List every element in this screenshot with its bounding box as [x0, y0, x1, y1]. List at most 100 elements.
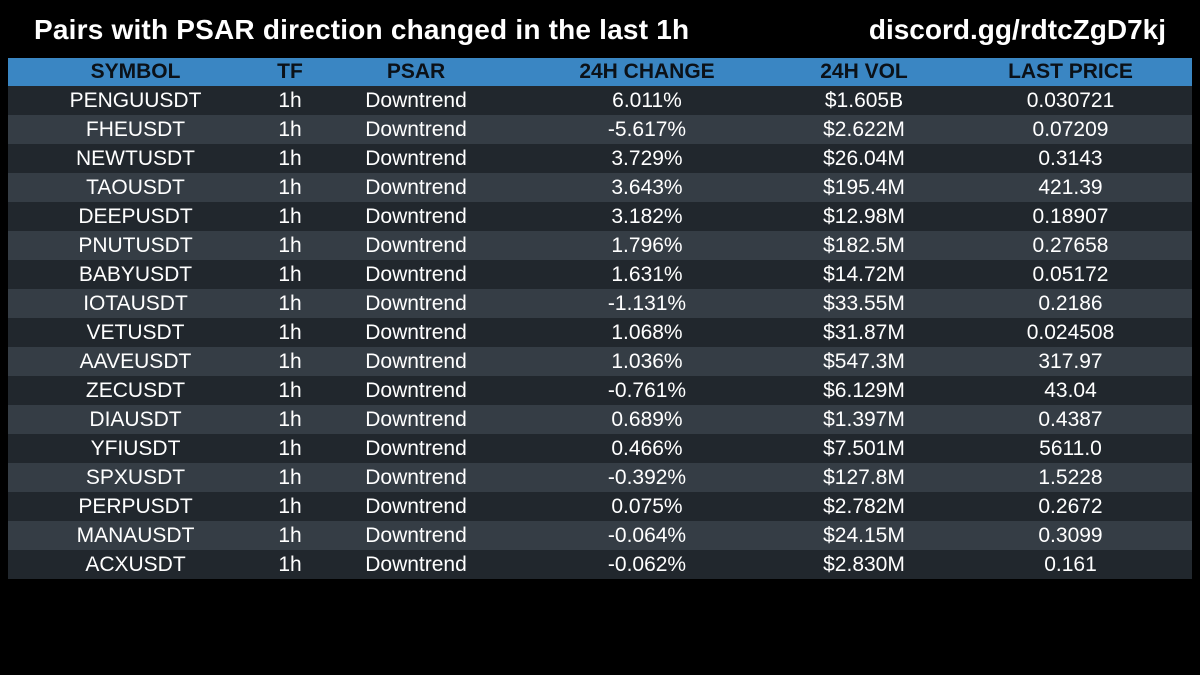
column-header-psar[interactable]: PSAR [386, 60, 446, 83]
change-cell: 0.689% [611, 407, 683, 431]
psar-cell: Downtrend [365, 233, 467, 257]
volume-cell: $33.55M [823, 291, 905, 315]
volume-cell: $14.72M [823, 262, 905, 286]
symbol-cell: DIAUSDT [89, 407, 182, 431]
tf-cell: 1h [278, 88, 302, 112]
psar-cell: Downtrend [365, 262, 467, 286]
psar-cell: Downtrend [365, 349, 467, 373]
change-cell: -0.064% [607, 523, 687, 547]
symbol-cell: DEEPUSDT [78, 204, 193, 228]
table-row[interactable]: ZECUSDT 1h Downtrend -0.761% $6.129M 43.04 [8, 376, 1192, 405]
psar-cell: Downtrend [365, 552, 467, 576]
price-cell: 0.3143 [1038, 146, 1103, 170]
psar-cell: Downtrend [365, 88, 467, 112]
tf-cell: 1h [278, 349, 302, 373]
tf-cell: 1h [278, 320, 302, 344]
table-row[interactable]: NEWTUSDT 1h Downtrend 3.729% $26.04M 0.3143 [8, 144, 1192, 173]
change-cell: -1.131% [607, 291, 687, 315]
tf-cell: 1h [278, 523, 302, 547]
tf-cell: 1h [278, 378, 302, 402]
change-cell: 1.036% [611, 349, 683, 373]
volume-cell: $547.3M [823, 349, 905, 373]
table-row[interactable]: PERPUSDT 1h Downtrend 0.075% $2.782M 0.2672 [8, 492, 1192, 521]
discord-invite-link[interactable]: discord.gg/rdtcZgD7kj [868, 14, 1166, 45]
table-header-row: SYMBOL TF PSAR 24H CHANGE 24H VOL LAST P… [8, 58, 1192, 86]
change-cell: 3.729% [611, 146, 683, 170]
price-cell: 5611.0 [1039, 436, 1102, 460]
change-cell: -0.761% [607, 378, 687, 402]
table-row[interactable]: PENGUUSDT 1h Downtrend 6.011% $1.605B 0.03072… [8, 86, 1192, 115]
volume-cell: $2.830M [823, 552, 905, 576]
psar-table: SYMBOL TF PSAR 24H CHANGE 24H VOL LAST P… [8, 58, 1192, 579]
column-header-last-price[interactable]: LAST PRICE [1008, 60, 1133, 83]
change-cell: 1.631% [611, 262, 683, 286]
psar-cell: Downtrend [365, 291, 467, 315]
psar-cell: Downtrend [365, 407, 467, 431]
column-header-24h-vol[interactable]: 24H VOL [820, 60, 908, 83]
symbol-cell: NEWTUSDT [76, 146, 195, 170]
tf-cell: 1h [278, 552, 302, 576]
table-row[interactable]: TAOUSDT 1h Downtrend 3.643% $195.4M 421.39 [8, 173, 1192, 202]
price-cell: 0.2672 [1038, 494, 1103, 518]
change-cell: -5.617% [607, 117, 687, 141]
psar-cell: Downtrend [365, 204, 467, 228]
volume-cell: $24.15M [823, 523, 905, 547]
price-cell: 0.3099 [1038, 523, 1103, 547]
volume-cell: $182.5M [823, 233, 905, 257]
table-body: PENGUUSDT 1h Downtrend 6.011% $1.605B 0.03072… [8, 86, 1192, 579]
symbol-cell: BABYUSDT [78, 262, 193, 286]
change-cell: 1.068% [611, 320, 683, 344]
tf-cell: 1h [278, 407, 302, 431]
change-cell: 0.075% [611, 494, 683, 518]
volume-cell: $2.622M [823, 117, 905, 141]
table-row[interactable]: VETUSDT 1h Downtrend 1.068% $31.87M 0.024508 [8, 318, 1192, 347]
price-cell: 0.030721 [1026, 88, 1115, 112]
change-cell: 3.643% [611, 175, 683, 199]
table-row[interactable]: MANAUSDT 1h Downtrend -0.064% $24.15M 0.3099 [8, 521, 1192, 550]
symbol-cell: FHEUSDT [85, 117, 186, 141]
volume-cell: $12.98M [823, 204, 905, 228]
table-row[interactable]: IOTAUSDT 1h Downtrend -1.131% $33.55M 0.2186 [8, 289, 1192, 318]
price-cell: 421.39 [1038, 175, 1103, 199]
price-cell: 0.07209 [1032, 117, 1109, 141]
volume-cell: $127.8M [823, 465, 905, 489]
tf-cell: 1h [278, 262, 302, 286]
table-row[interactable]: DIAUSDT 1h Downtrend 0.689% $1.397M 0.4387 [8, 405, 1192, 434]
tf-cell: 1h [278, 204, 302, 228]
tf-cell: 1h [278, 117, 302, 141]
column-header-24h-change[interactable]: 24H CHANGE [579, 60, 715, 83]
symbol-cell: VETUSDT [86, 320, 185, 344]
price-cell: 0.2186 [1038, 291, 1103, 315]
volume-cell: $195.4M [823, 175, 905, 199]
price-cell: 43.04 [1044, 378, 1097, 402]
symbol-cell: YFIUSDT [90, 436, 181, 460]
volume-cell: $7.501M [823, 436, 905, 460]
column-header-symbol[interactable]: SYMBOL [90, 60, 181, 83]
price-cell: 0.024508 [1026, 320, 1115, 344]
symbol-cell: MANAUSDT [76, 523, 195, 547]
table-row[interactable]: PNUTUSDT 1h Downtrend 1.796% $182.5M 0.27658 [8, 231, 1192, 260]
change-cell: -0.062% [607, 552, 687, 576]
volume-cell: $6.129M [823, 378, 905, 402]
table-row[interactable]: AAVEUSDT 1h Downtrend 1.036% $547.3M 317.97 [8, 347, 1192, 376]
price-cell: 0.27658 [1032, 233, 1109, 257]
table-row[interactable]: BABYUSDT 1h Downtrend 1.631% $14.72M 0.05172 [8, 260, 1192, 289]
symbol-cell: PNUTUSDT [78, 233, 193, 257]
price-cell: 1.5228 [1038, 465, 1103, 489]
table-row[interactable]: ACXUSDT 1h Downtrend -0.062% $2.830M 0.161 [8, 550, 1192, 579]
psar-cell: Downtrend [365, 494, 467, 518]
psar-cell: Downtrend [365, 320, 467, 344]
volume-cell: $2.782M [823, 494, 905, 518]
table-row[interactable]: YFIUSDT 1h Downtrend 0.466% $7.501M 5611.0 [8, 434, 1192, 463]
column-header-tf[interactable]: TF [277, 60, 303, 83]
table-row[interactable]: FHEUSDT 1h Downtrend -5.617% $2.622M 0.07209 [8, 115, 1192, 144]
tf-cell: 1h [278, 175, 302, 199]
table-row[interactable]: DEEPUSDT 1h Downtrend 3.182% $12.98M 0.18907 [8, 202, 1192, 231]
table-row[interactable]: SPXUSDT 1h Downtrend -0.392% $127.8M 1.5228 [8, 463, 1192, 492]
symbol-cell: TAOUSDT [86, 175, 185, 199]
symbol-cell: AAVEUSDT [79, 349, 192, 373]
tf-cell: 1h [278, 291, 302, 315]
price-cell: 0.4387 [1038, 407, 1103, 431]
tf-cell: 1h [278, 233, 302, 257]
volume-cell: $31.87M [823, 320, 905, 344]
